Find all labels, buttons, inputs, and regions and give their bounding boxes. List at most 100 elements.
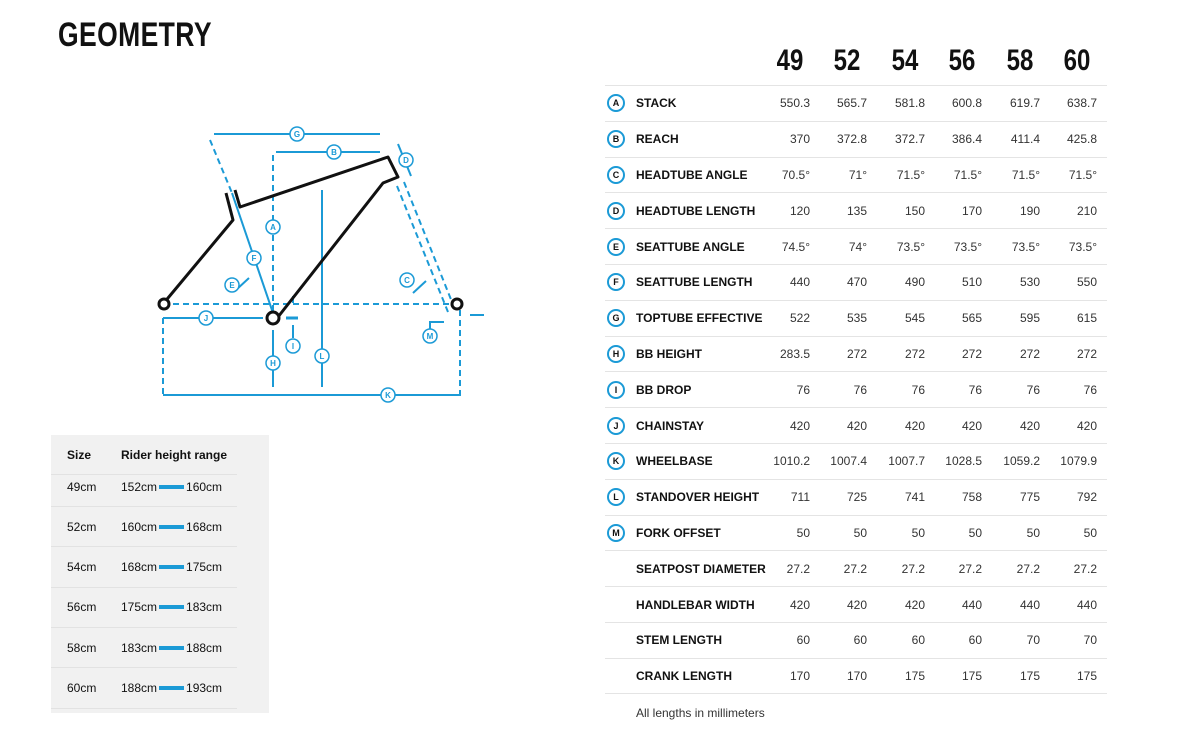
diagram-label-j-circle (198, 310, 214, 326)
value-cell: 272 (846, 346, 867, 361)
value-cell: 76 (1026, 382, 1040, 397)
value-cell: 73.5° (953, 239, 982, 254)
height-min: 183cm (121, 640, 158, 655)
value-cell: 73.5° (1011, 239, 1040, 254)
geometry-row: F SEATTUBE LENGTH 440 470 490 510 530 550 (605, 264, 1107, 300)
size-value: 60cm (67, 681, 97, 695)
value-cell: 1007.7 (888, 454, 925, 469)
value-cell: 76 (968, 382, 982, 397)
row-letter-badge: M (607, 523, 625, 542)
value-cell: 50 (796, 525, 810, 540)
row-letter-badge: H (607, 344, 625, 363)
value-cell: 758 (961, 490, 982, 505)
value-cell: 60 (853, 633, 867, 648)
diagram-label-i: I (292, 342, 294, 351)
diagram-label-d: D (403, 156, 409, 165)
value-cell: 27.2 (1073, 561, 1097, 576)
value-cell: 711 (790, 490, 810, 505)
size-row: 52cm 160cm 168cm (51, 507, 237, 548)
value-cell: 71.5° (1068, 167, 1097, 182)
range-bar (159, 484, 185, 489)
value-cell: 71.5° (953, 167, 982, 182)
value-cell: 372.7 (894, 132, 925, 147)
value-cell: 535 (846, 311, 867, 326)
height-max: 183cm (186, 600, 223, 615)
value-cell: 120 (789, 203, 810, 218)
row-label: CRANK LENGTH (636, 668, 732, 683)
diagram-label-m: M (427, 332, 434, 341)
height-min: 188cm (121, 681, 158, 695)
row-letter-badge: G (607, 309, 625, 328)
row-label: STANDOVER HEIGHT (636, 490, 760, 505)
row-label: SEATTUBE LENGTH (636, 275, 753, 290)
value-cell: 425.8 (1066, 132, 1097, 147)
value-cell: 440 (1019, 597, 1040, 612)
value-cell: 76 (796, 382, 810, 397)
range-bar (159, 645, 185, 650)
geometry-row: M FORK OFFSET 50 50 50 50 50 50 (605, 514, 1107, 551)
size-row: 54cm 168cm 175cm (51, 548, 237, 588)
diagram-label-l-circle (314, 348, 330, 364)
diagram-label-c: C (404, 276, 410, 285)
value-cell: 420 (789, 597, 810, 612)
value-cell: 50 (1083, 525, 1097, 540)
diagram-label-h: H (270, 359, 276, 368)
value-cell: 470 (846, 275, 867, 290)
height-min: 160cm (121, 519, 158, 534)
diagram-label-g-circle (289, 126, 305, 142)
geometry-row: CRANK LENGTH 170 170 175 175 175 175 (605, 657, 1107, 694)
rider-size-table: Size Rider height range 49cm 152cm 160cm … (51, 435, 269, 713)
value-cell: 545 (904, 311, 925, 326)
size-row: 56cm 175cm 183cm (51, 588, 237, 628)
value-cell: 440 (1076, 597, 1097, 612)
height-range: 183cm 188cm (121, 641, 222, 655)
diagram-label-b: B (331, 148, 337, 157)
value-cell: 1059.2 (1003, 454, 1040, 469)
geometry-row: D HEADTUBE LENGTH 120 135 150 170 190 210 (605, 192, 1107, 228)
value-cell: 175 (1076, 668, 1097, 683)
value-cell: 565.7 (836, 96, 867, 111)
diagram-label-h-circle (265, 355, 281, 371)
value-cell: 638.7 (1066, 96, 1097, 111)
height-range: 168cm 175cm (121, 560, 222, 574)
range-bar (159, 605, 185, 610)
value-cell: 71.5° (896, 167, 925, 182)
value-cell: 190 (1019, 203, 1040, 218)
row-letter-badge: C (607, 165, 625, 184)
diagram-label-a: A (270, 223, 276, 232)
value-cell: 175 (961, 668, 982, 683)
height-range: 152cm 160cm (121, 480, 222, 494)
value-cell: 725 (846, 490, 867, 505)
value-cell: 272 (961, 346, 982, 361)
value-cell: 581.8 (894, 96, 925, 111)
page-title: GEOMETRY (58, 16, 212, 54)
value-cell: 210 (1076, 203, 1097, 218)
value-cell: 1010.2 (773, 454, 810, 469)
row-letter-badge: L (607, 488, 625, 507)
row-label: BB HEIGHT (636, 346, 702, 361)
size-value: 54cm (67, 560, 97, 575)
range-bar (159, 565, 185, 570)
value-cell: 27.2 (786, 561, 810, 576)
size-row: 58cm 183cm 188cm (51, 628, 237, 669)
value-cell: 272 (904, 346, 925, 361)
value-cell: 60 (796, 633, 810, 648)
height-max: 168cm (186, 519, 223, 534)
value-cell: 74.5° (781, 239, 810, 254)
rider-height-header: Rider height range (121, 447, 228, 462)
row-label: HANDLEBAR WIDTH (636, 597, 755, 612)
value-cell: 420 (846, 597, 867, 612)
value-cell: 550.3 (779, 96, 810, 111)
size-header-56: 56 (948, 44, 976, 77)
value-cell: 27.2 (901, 561, 925, 576)
row-letter-badge: A (607, 94, 625, 113)
size-value: 52cm (67, 519, 97, 534)
value-cell: 420 (1019, 418, 1040, 433)
height-max: 175cm (186, 560, 223, 575)
units-note: All lengths in millimeters (636, 706, 765, 720)
value-cell: 372.8 (836, 132, 867, 147)
row-letter-badge: E (607, 237, 625, 256)
row-label: HEADTUBE ANGLE (636, 167, 748, 182)
value-cell: 70 (1083, 633, 1097, 648)
value-cell: 420 (789, 418, 810, 433)
